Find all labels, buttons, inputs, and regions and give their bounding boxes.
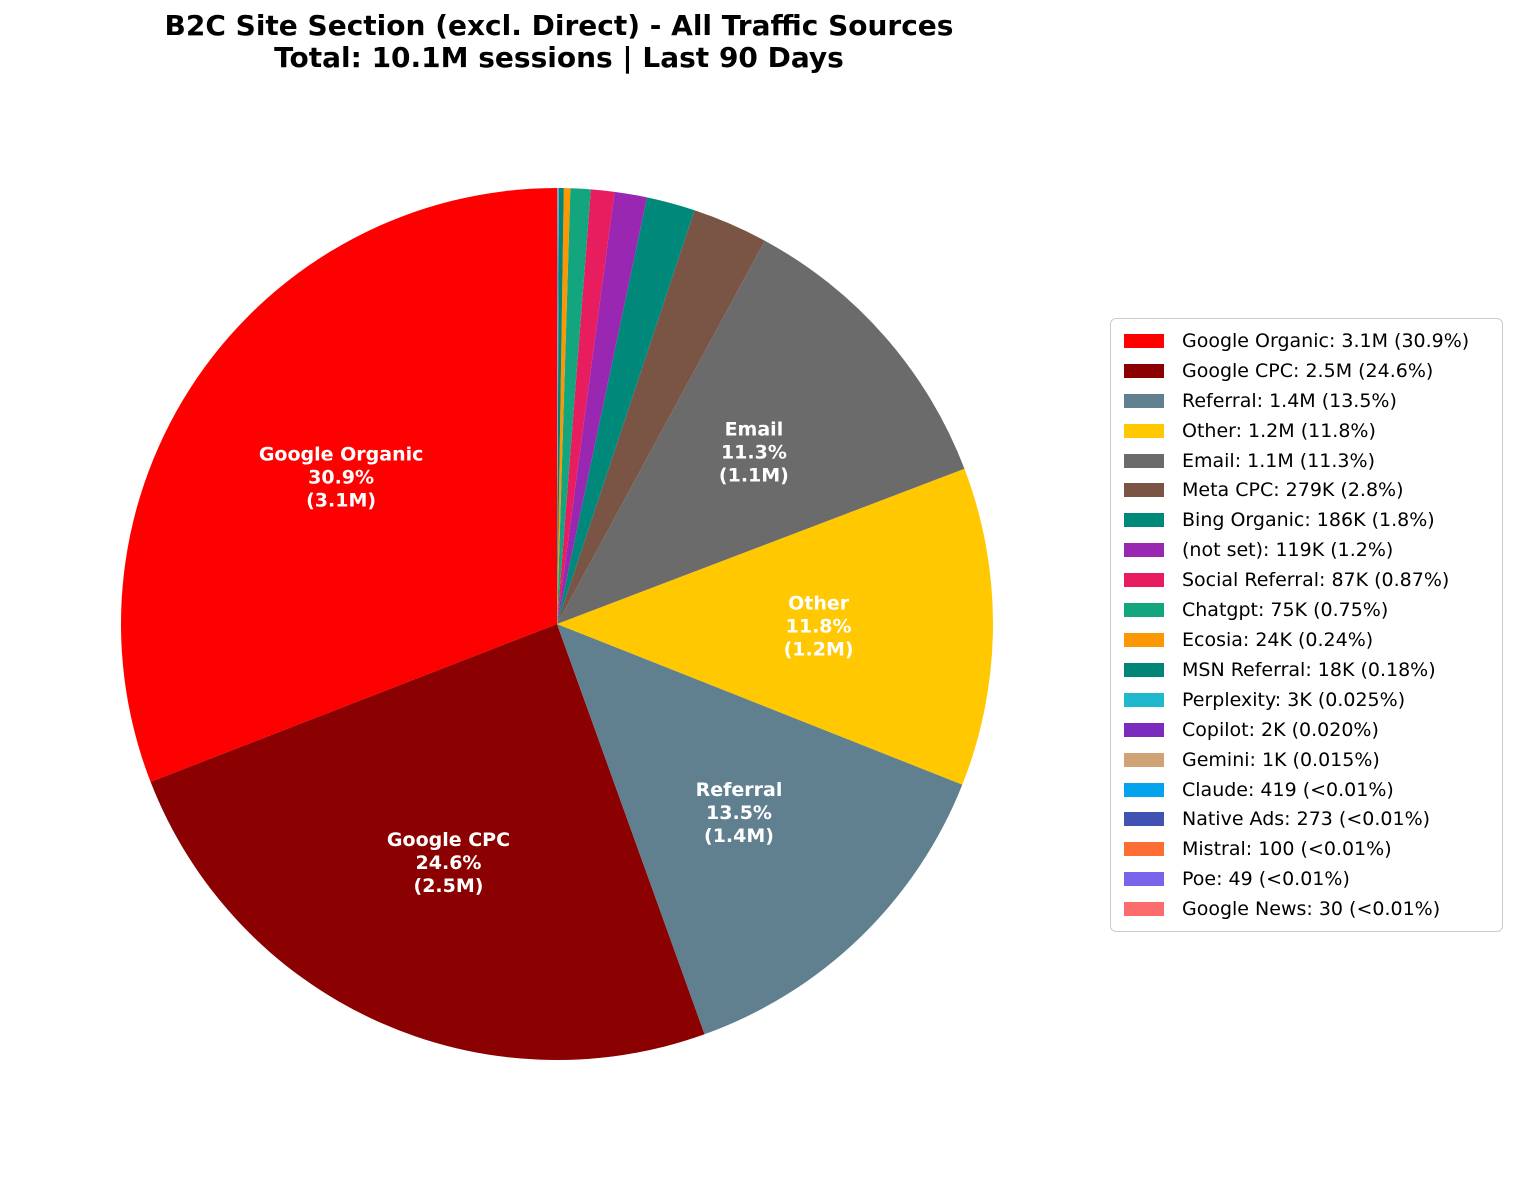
legend-swatch [1124, 633, 1164, 648]
legend-swatch [1124, 782, 1164, 797]
legend-item: Google CPC: 2.5M (24.6%) [1111, 356, 1502, 386]
pie-slice-email [557, 240, 965, 624]
legend-item: Ecosia: 24K (0.24%) [1111, 625, 1502, 655]
legend-item: Copilot: 2K (0.020%) [1111, 715, 1502, 745]
legend-item: Poe: 49 (<0.01%) [1111, 864, 1502, 894]
pie-slice-label: Email 11.3% (1.1M) [719, 419, 789, 487]
pie-slice-gemini [557, 187, 558, 625]
pie-slice-social-referral [557, 189, 615, 624]
legend-swatch [1124, 812, 1164, 827]
legend-label: (not set): 119K (1.2%) [1182, 539, 1394, 562]
pie-slice-google-organic [121, 188, 558, 782]
legend-label: Ecosia: 24K (0.24%) [1182, 629, 1374, 652]
legend-item: Google Organic: 3.1M (30.9%) [1111, 326, 1502, 356]
pie-slice-chatgpt [557, 188, 591, 624]
pie-slice-referral [557, 624, 963, 1035]
pie-slice-msn-referral [557, 188, 564, 624]
pie-slice-google-cpc [150, 624, 705, 1061]
legend-item: (not set): 119K (1.2%) [1111, 535, 1502, 565]
legend-swatch [1124, 692, 1164, 707]
legend-swatch [1124, 513, 1164, 528]
legend-item: Native Ads: 273 (<0.01%) [1111, 805, 1502, 835]
legend-label: Meta CPC: 279K (2.8%) [1182, 479, 1404, 502]
legend-swatch [1124, 573, 1164, 588]
legend-label: Gemini: 1K (0.015%) [1182, 748, 1380, 771]
legend-item: MSN Referral: 18K (0.18%) [1111, 655, 1502, 685]
legend-swatch [1124, 902, 1164, 917]
legend-label: MSN Referral: 18K (0.18%) [1182, 658, 1436, 681]
pie-slice-ecosia [557, 188, 571, 625]
legend-item: Email: 1.1M (11.3%) [1111, 446, 1502, 476]
legend-item: Other: 1.2M (11.8%) [1111, 416, 1502, 446]
legend-label: Other: 1.2M (11.8%) [1182, 419, 1376, 442]
pie-slice-other [557, 468, 994, 785]
legend-swatch [1124, 842, 1164, 857]
legend: Google Organic: 3.1M (30.9%) Google CPC: … [1110, 318, 1503, 932]
legend-label: Poe: 49 (<0.01%) [1182, 868, 1350, 891]
chart-title-block: B2C Site Section (excl. Direct) - All Tr… [0, 10, 1118, 74]
legend-label: Google CPC: 2.5M (24.6%) [1182, 359, 1434, 382]
legend-swatch [1124, 423, 1164, 438]
pie-slice-label: Referral 13.5% (1.4M) [696, 779, 783, 847]
legend-item: Chatgpt: 75K (0.75%) [1111, 595, 1502, 625]
legend-label: Perplexity: 3K (0.025%) [1182, 688, 1406, 711]
legend-label: Claude: 419 (<0.01%) [1182, 778, 1394, 801]
pie-slice-meta-cpc [557, 210, 765, 624]
chart-subtitle: Total: 10.1M sessions | Last 90 Days [274, 41, 844, 74]
pie-slice-label: Google CPC 24.6% (2.5M) [387, 829, 510, 897]
legend-item: Meta CPC: 279K (2.8%) [1111, 476, 1502, 506]
legend-swatch [1124, 453, 1164, 468]
legend-item: Gemini: 1K (0.015%) [1111, 745, 1502, 775]
legend-swatch [1124, 543, 1164, 558]
pie-slice-not-set [557, 191, 647, 624]
legend-swatch [1124, 393, 1164, 408]
pie-slice-label: Other 11.8% (1.2M) [784, 593, 854, 661]
pie-slice-bing-organic [557, 197, 695, 624]
legend-swatch [1124, 603, 1164, 618]
legend-swatch [1124, 483, 1164, 498]
chart-title: B2C Site Section (excl. Direct) - All Tr… [164, 9, 954, 42]
pie-slice-label: Google Organic 30.9% (3.1M) [259, 443, 424, 511]
legend-swatch [1124, 363, 1164, 378]
legend-label: Google News: 30 (<0.01%) [1182, 898, 1441, 921]
legend-item: Mistral: 100 (<0.01%) [1111, 834, 1502, 864]
legend-swatch [1124, 722, 1164, 737]
legend-item: Perplexity: 3K (0.025%) [1111, 685, 1502, 715]
legend-label: Google Organic: 3.1M (30.9%) [1182, 329, 1470, 352]
legend-swatch [1124, 872, 1164, 887]
pie-slice-copilot [557, 187, 559, 625]
legend-item: Referral: 1.4M (13.5%) [1111, 386, 1502, 416]
legend-label: Bing Organic: 186K (1.8%) [1182, 509, 1435, 532]
legend-swatch [1124, 662, 1164, 677]
legend-label: Referral: 1.4M (13.5%) [1182, 389, 1397, 412]
legend-swatch [1124, 752, 1164, 767]
legend-item: Claude: 419 (<0.01%) [1111, 775, 1502, 805]
legend-label: Copilot: 2K (0.020%) [1182, 718, 1379, 741]
legend-label: Social Referral: 87K (0.87%) [1182, 569, 1450, 592]
legend-item: Social Referral: 87K (0.87%) [1111, 565, 1502, 595]
legend-item: Google News: 30 (<0.01%) [1111, 894, 1502, 924]
legend-item: Bing Organic: 186K (1.8%) [1111, 505, 1502, 535]
legend-swatch [1124, 333, 1164, 348]
legend-label: Chatgpt: 75K (0.75%) [1182, 599, 1389, 622]
legend-label: Email: 1.1M (11.3%) [1182, 449, 1375, 472]
legend-label: Native Ads: 273 (<0.01%) [1182, 808, 1431, 831]
legend-label: Mistral: 100 (<0.01%) [1182, 838, 1392, 861]
pie-slice-perplexity [557, 187, 559, 624]
